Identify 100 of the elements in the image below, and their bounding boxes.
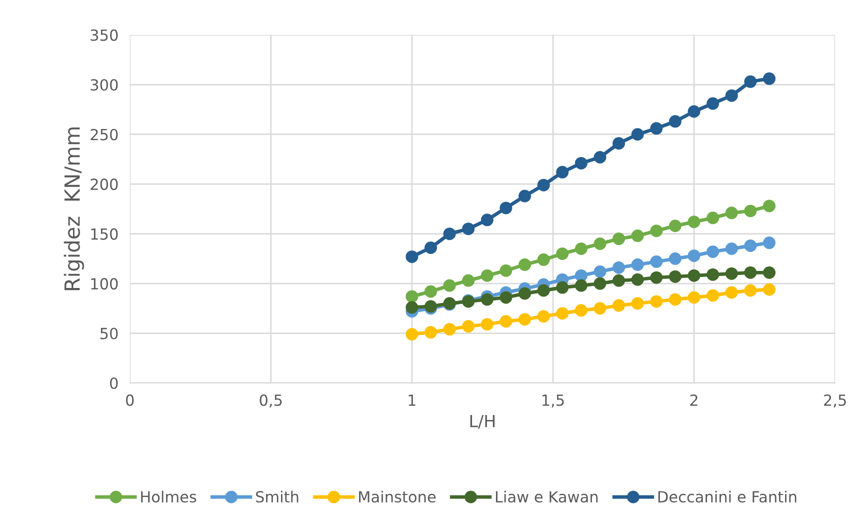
point bbox=[744, 204, 757, 218]
y-tick-label: 0 bbox=[110, 377, 118, 390]
point bbox=[744, 284, 757, 297]
point bbox=[462, 320, 475, 333]
point bbox=[594, 150, 606, 164]
y-tick-label: 350 bbox=[90, 29, 118, 41]
point bbox=[574, 156, 588, 170]
point bbox=[763, 283, 776, 296]
point bbox=[443, 228, 456, 240]
point bbox=[537, 310, 550, 323]
point bbox=[725, 89, 738, 102]
point bbox=[725, 206, 738, 220]
point bbox=[763, 200, 776, 212]
point bbox=[744, 266, 757, 279]
y-tick-label: 200 bbox=[90, 178, 118, 190]
point bbox=[537, 284, 550, 297]
point bbox=[650, 224, 663, 238]
legend-label: Liaw e Kawan bbox=[496, 490, 598, 503]
point bbox=[480, 269, 494, 282]
point bbox=[612, 274, 626, 287]
point bbox=[631, 230, 644, 242]
point bbox=[462, 222, 475, 236]
point bbox=[424, 285, 438, 298]
point bbox=[443, 323, 456, 336]
point bbox=[406, 301, 418, 314]
point bbox=[574, 279, 588, 292]
point bbox=[443, 279, 456, 292]
point bbox=[688, 105, 700, 118]
y-tick-label: 300 bbox=[90, 79, 118, 91]
point bbox=[763, 72, 776, 85]
point bbox=[668, 293, 682, 306]
point bbox=[612, 299, 626, 312]
point bbox=[668, 115, 682, 128]
point bbox=[668, 270, 682, 283]
point bbox=[424, 326, 438, 339]
point bbox=[612, 232, 626, 246]
point bbox=[594, 277, 606, 290]
point bbox=[706, 245, 720, 258]
y-tick-label: 250 bbox=[90, 128, 118, 140]
point bbox=[480, 318, 494, 331]
y-axis-title: Rigidez KN/mm bbox=[64, 128, 84, 290]
point bbox=[556, 247, 569, 260]
x-axis-title: L/H bbox=[470, 414, 495, 429]
point bbox=[594, 238, 606, 250]
point bbox=[688, 216, 700, 228]
point bbox=[688, 269, 700, 282]
point bbox=[725, 242, 738, 255]
point bbox=[725, 267, 738, 280]
point bbox=[763, 266, 776, 279]
legend-label: Mainstone bbox=[359, 490, 436, 503]
point bbox=[574, 242, 588, 255]
point bbox=[688, 249, 700, 262]
point bbox=[744, 75, 757, 88]
point bbox=[631, 273, 644, 286]
point bbox=[706, 97, 720, 110]
point bbox=[500, 315, 512, 328]
y-tick-label: 150 bbox=[91, 228, 118, 240]
x-tick-label: 2,5 bbox=[824, 394, 846, 408]
point bbox=[537, 253, 550, 266]
x-tick-label: 2 bbox=[690, 394, 698, 406]
point bbox=[594, 302, 606, 315]
legend-label: Deccanini e Fantin bbox=[658, 490, 796, 503]
point bbox=[668, 220, 682, 232]
point bbox=[744, 240, 757, 252]
legend-label: Holmes bbox=[141, 490, 196, 503]
point bbox=[631, 258, 644, 271]
point bbox=[500, 291, 512, 304]
x-tick-label: 0,5 bbox=[260, 394, 282, 408]
point bbox=[612, 137, 626, 150]
point bbox=[574, 269, 588, 282]
point bbox=[500, 202, 512, 214]
point bbox=[706, 268, 720, 281]
point bbox=[518, 287, 532, 300]
legend-label: Smith bbox=[256, 490, 298, 503]
point bbox=[631, 128, 644, 141]
point bbox=[480, 293, 494, 306]
point bbox=[500, 264, 512, 277]
point bbox=[518, 190, 532, 202]
x-tick-label: 1 bbox=[408, 394, 416, 406]
point bbox=[706, 289, 720, 302]
point bbox=[556, 307, 569, 320]
point bbox=[556, 281, 569, 294]
point bbox=[594, 265, 606, 278]
point bbox=[406, 250, 418, 263]
point bbox=[650, 122, 663, 135]
point bbox=[424, 241, 438, 254]
point bbox=[406, 328, 418, 341]
point bbox=[668, 252, 682, 265]
point bbox=[650, 271, 663, 284]
point bbox=[480, 214, 494, 226]
point bbox=[650, 295, 663, 308]
point bbox=[518, 258, 532, 271]
point bbox=[537, 178, 550, 192]
y-tick-label: 50 bbox=[100, 328, 118, 340]
point bbox=[763, 236, 776, 250]
x-tick-label: 0 bbox=[126, 394, 134, 406]
point bbox=[612, 261, 626, 274]
point bbox=[650, 255, 663, 268]
x-tick-label: 1,5 bbox=[542, 394, 564, 408]
point bbox=[706, 212, 720, 224]
